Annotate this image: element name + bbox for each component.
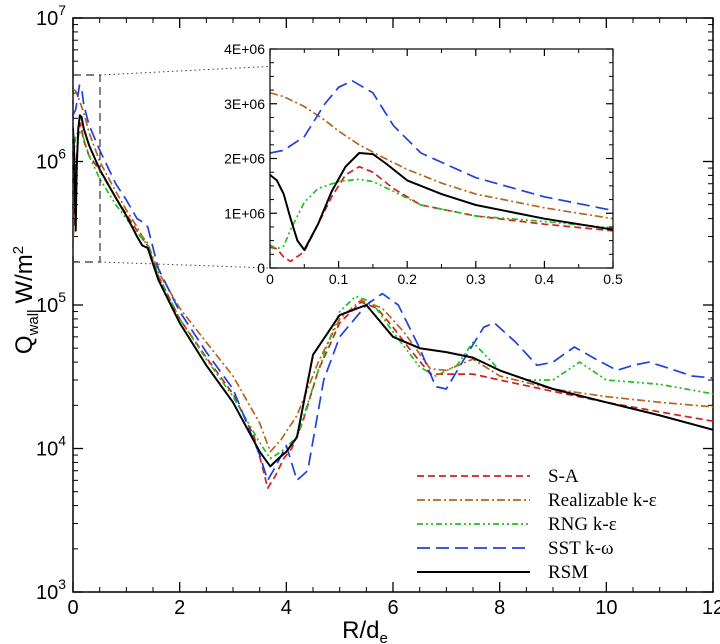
y-tick-label: 104 <box>36 433 66 461</box>
inset-x-tick-label: 0.4 <box>535 271 555 287</box>
inset-y-tick-label: 0 <box>257 260 265 276</box>
legend: S-A Realizable k-ε RNG k-ε SST k-ω RSM <box>417 466 657 583</box>
inset-series-sst-k <box>270 79 613 212</box>
inset-x-tick-label: 0.5 <box>603 271 623 287</box>
inset-series-rsm <box>270 152 613 251</box>
x-tick-label: 10 <box>595 597 617 619</box>
x-tick-label: 6 <box>387 597 398 619</box>
inset-background <box>270 49 613 268</box>
main-x-ticks: 0 2 4 6 8 10 12 <box>67 18 720 619</box>
inset-y-ticks: 0 1E+06 2E+06 3E+06 4E+06 <box>224 41 613 276</box>
main-y-ticks: 103 104 105 106 107 <box>36 2 713 604</box>
y-tick-label: 106 <box>36 146 66 174</box>
inset-y-tick-label: 2E+06 <box>224 151 265 167</box>
main-series-rsm <box>73 114 713 468</box>
inset-x-ticks: 0 0.1 0.2 0.3 0.4 0.5 <box>266 49 623 287</box>
inset-x-tick-label: 0 <box>266 271 274 287</box>
zoom-region-box <box>72 74 101 263</box>
legend-label-rng-k: RNG k-ε <box>548 514 617 535</box>
main-series-realizable-k <box>73 88 713 453</box>
inset-x-tick-label: 0.1 <box>329 271 349 287</box>
legend-label-s-a: S-A <box>548 466 579 487</box>
x-tick-label: 2 <box>174 597 185 619</box>
inset-y-tick-label: 3E+06 <box>224 96 265 112</box>
zoom-connector-bottom <box>99 261 271 269</box>
inset-y-tick-label: 1E+06 <box>224 205 265 221</box>
y-tick-label: 103 <box>36 576 66 604</box>
inset-x-tick-label: 0.2 <box>397 271 417 287</box>
x-tick-label: 8 <box>494 597 505 619</box>
legend-label-sst-k: SST k-ω <box>548 538 613 559</box>
legend-label-rsm: RSM <box>548 562 588 583</box>
x-tick-label: 4 <box>281 597 292 619</box>
y-tick-label: 105 <box>36 289 66 317</box>
x-axis-title: R/de <box>342 617 388 644</box>
y-tick-label: 107 <box>36 2 66 30</box>
x-tick-label: 12 <box>702 597 720 619</box>
inset-series-rng-k <box>270 178 613 250</box>
y-axis-title: QwallW/m2 <box>10 246 42 354</box>
inset-y-tick-label: 4E+06 <box>224 41 265 57</box>
x-tick-label: 0 <box>67 597 78 619</box>
inset-series-realizable-k <box>270 91 613 220</box>
legend-label-realizable-k: Realizable k-ε <box>548 490 657 511</box>
inset-series-group <box>270 79 613 263</box>
inset-x-tick-label: 0.3 <box>466 271 486 287</box>
